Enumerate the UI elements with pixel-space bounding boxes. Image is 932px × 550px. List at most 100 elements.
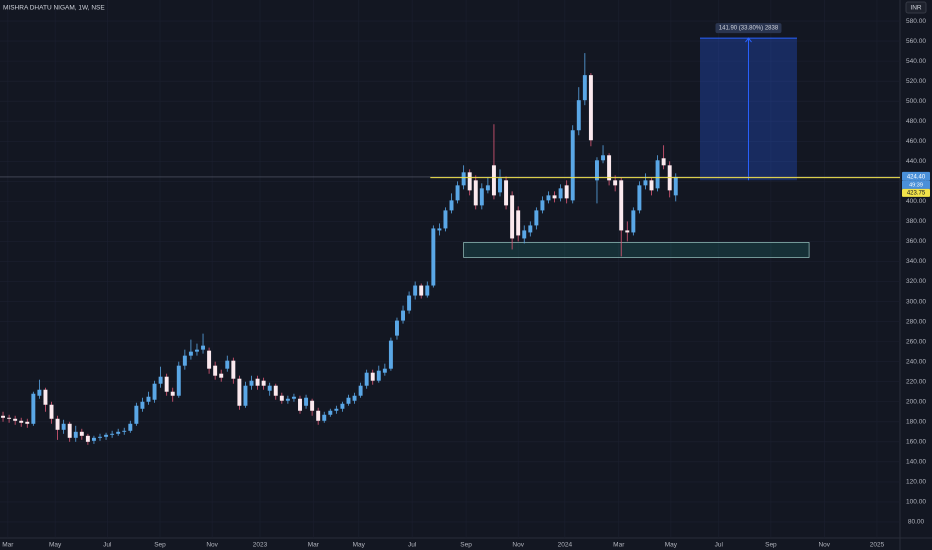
candle-body <box>540 200 545 211</box>
candle-body <box>328 410 333 415</box>
y-tick-label: 580.00 <box>906 18 926 25</box>
candle-body <box>401 310 405 321</box>
candle-body <box>55 418 60 430</box>
candle-body <box>267 385 272 391</box>
candle-body <box>643 180 648 186</box>
candle-body <box>73 431 78 438</box>
x-tick-label: May <box>353 542 366 549</box>
candle-body <box>91 437 96 441</box>
x-tick-label: May <box>665 542 678 549</box>
candle-body <box>376 370 381 381</box>
candle-body <box>413 285 418 296</box>
candle-body <box>1 415 5 418</box>
y-tick-label: 440.00 <box>906 158 926 165</box>
x-tick-label: Jul <box>408 542 417 549</box>
y-tick-label: 520.00 <box>906 78 926 85</box>
candle-body <box>461 172 466 186</box>
candle-body <box>358 385 363 396</box>
candle-body <box>85 435 90 442</box>
y-tick-label: 300.00 <box>906 298 926 305</box>
y-tick-label: 540.00 <box>906 58 926 65</box>
x-tick-label: 2025 <box>870 542 885 549</box>
candle-body <box>146 396 151 402</box>
candle-body <box>207 350 212 369</box>
candle-body <box>219 373 224 378</box>
measure-label: 141.90 (33.80%) 2838 <box>719 26 779 32</box>
candle-body <box>340 403 345 409</box>
candle-body <box>595 160 599 181</box>
x-tick-label: Sep <box>460 542 472 549</box>
y-tick-label: 500.00 <box>906 98 926 105</box>
candle-body <box>552 195 557 199</box>
candle-body <box>558 188 563 199</box>
candle-body <box>564 185 569 199</box>
candle-body <box>655 160 660 189</box>
candle-body <box>322 414 327 421</box>
currency: INR <box>910 5 922 12</box>
y-tick-label: 200.00 <box>906 398 926 405</box>
candle-body <box>243 385 248 406</box>
candle-body <box>273 385 278 396</box>
candle-body <box>364 372 369 386</box>
y-tick-label: 160.00 <box>906 439 926 446</box>
candle-body <box>570 130 575 201</box>
candle-body <box>443 210 448 229</box>
y-tick-label: 100.00 <box>906 499 926 506</box>
y-tick-label: 560.00 <box>906 38 926 45</box>
x-tick-label: Nov <box>512 542 524 549</box>
candle-body <box>352 395 357 401</box>
candle-body <box>534 210 539 226</box>
candle-body <box>395 320 399 336</box>
y-tick-label: 340.00 <box>906 258 926 265</box>
y-tick-label: 280.00 <box>906 318 926 325</box>
candle-body <box>516 210 521 236</box>
candle-body <box>449 200 454 211</box>
candle-body <box>382 368 387 373</box>
plot <box>0 0 900 538</box>
x-tick-label: Nov <box>818 542 830 549</box>
candle-body <box>164 376 169 392</box>
candle-body <box>110 433 115 435</box>
candle-body <box>546 195 551 201</box>
candle-body <box>79 431 84 436</box>
candle-body <box>140 401 145 409</box>
x-tick-label: Sep <box>765 542 777 549</box>
candle-body <box>455 185 460 201</box>
y-tick-label: 320.00 <box>906 278 926 285</box>
y-tick-label: 140.00 <box>906 459 926 466</box>
candle-body <box>25 421 30 424</box>
x-tick-label: Mar <box>613 542 625 549</box>
candle-body <box>528 225 533 233</box>
candle-body <box>61 423 66 430</box>
y-tick-label: 180.00 <box>906 419 926 426</box>
candle-body <box>504 180 509 206</box>
candle-body <box>13 418 18 421</box>
candle-body <box>170 391 175 396</box>
candle-body <box>116 431 121 434</box>
candle-body <box>43 389 48 405</box>
candle-body <box>31 393 36 424</box>
candle-body <box>285 398 290 401</box>
candle-body <box>310 400 315 411</box>
last-price-label: 424.40 <box>907 175 926 181</box>
candle-body <box>607 155 612 181</box>
candle-body <box>473 180 478 206</box>
candle-body <box>98 436 102 438</box>
y-tick-label: 480.00 <box>906 118 926 125</box>
candle-body <box>467 172 472 191</box>
x-tick-label: May <box>49 542 62 549</box>
candle-body <box>188 351 193 356</box>
candle-body <box>316 410 321 421</box>
measure-arrowhead <box>745 37 752 43</box>
candle-body <box>19 420 24 423</box>
candle-body <box>419 285 424 296</box>
candle-body <box>49 404 54 419</box>
currency-box <box>905 1 927 14</box>
x-tick-label: 2023 <box>253 542 268 549</box>
candle-body <box>7 417 12 419</box>
level-price-box <box>902 188 930 197</box>
y-tick-label: 460.00 <box>906 138 926 145</box>
candle-body <box>388 340 393 369</box>
y-tick-label: 380.00 <box>906 218 926 225</box>
candle-body <box>601 155 605 161</box>
